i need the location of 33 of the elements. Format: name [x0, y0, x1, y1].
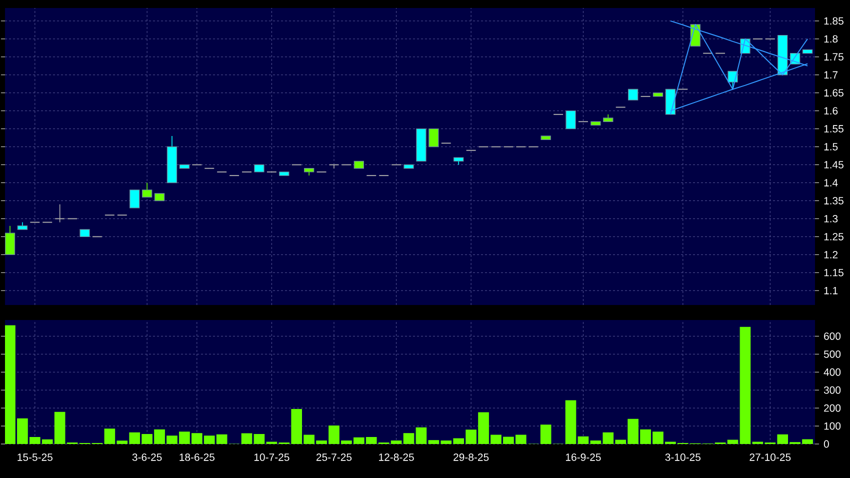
y-tick-label: 600 — [824, 332, 841, 340]
y-tick-label: 1.5 — [824, 143, 838, 150]
y-tick-label: 1.35 — [824, 197, 844, 204]
y-tick-label: 100 — [824, 422, 841, 430]
y-tick-label: 0 — [824, 440, 829, 448]
y-tick-label: 400 — [824, 368, 841, 376]
y-tick-label: 1.2 — [824, 251, 838, 258]
x-tick-label: 15-5-25 — [18, 454, 52, 461]
y-tick-label: 1.6 — [824, 107, 838, 115]
x-tick-label: 29-8-25 — [454, 454, 489, 461]
y-tick-label: 1.8 — [824, 35, 838, 43]
y-tick-label: 1.4 — [824, 179, 838, 186]
x-tick-label: 12-8-25 — [379, 454, 414, 461]
x-tick-label: 27-10-25 — [750, 454, 791, 461]
y-tick-label: 300 — [824, 386, 841, 394]
y-tick-label: 1.3 — [824, 215, 838, 222]
x-tick-label: 16-9-25 — [566, 454, 601, 461]
y-tick-label: 500 — [824, 350, 841, 358]
x-tick-label: 18-6-25 — [180, 454, 214, 461]
y-tick-label: 1.1 — [824, 287, 838, 294]
y-tick-label: 200 — [824, 404, 841, 412]
y-tick-label: 1.45 — [824, 161, 844, 168]
y-tick-label: 1.7 — [824, 71, 838, 78]
x-tick-label: 3-6-25 — [132, 454, 162, 461]
x-tick-label: 10-7-25 — [254, 454, 290, 461]
y-tick-label: 1.15 — [824, 268, 844, 276]
x-tick-label: 25-7-25 — [316, 454, 352, 461]
x-tick-label: 3-10-25 — [665, 454, 700, 461]
y-tick-label: 1.75 — [824, 53, 844, 61]
y-tick-label: 1.55 — [824, 125, 844, 132]
y-tick-label: 1.25 — [824, 232, 844, 240]
y-tick-label: 1.65 — [824, 89, 844, 97]
y-tick-label: 1.85 — [824, 17, 844, 25]
